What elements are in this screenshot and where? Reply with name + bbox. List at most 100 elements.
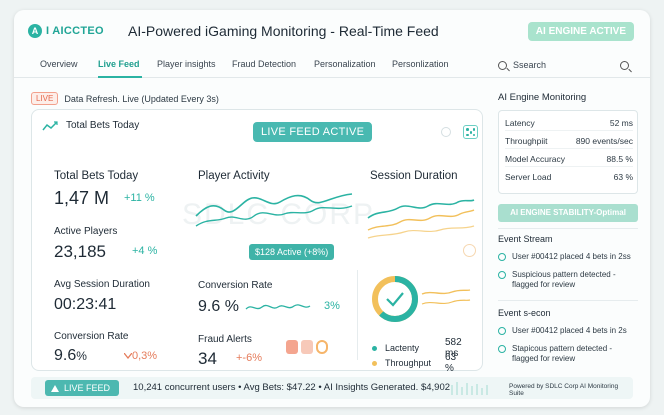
footer-chip-label: LIVE FEED	[64, 383, 111, 393]
signal-icon	[51, 384, 59, 392]
legend-dot-throughput	[372, 360, 377, 366]
tab-personlization[interactable]: Personlization	[392, 59, 449, 69]
logo[interactable]: A I AICCTEO	[28, 24, 104, 38]
total-bets-delta: +11 %	[124, 192, 155, 204]
page-title: AI-Powered iGaming Monitoring - Real-Tim…	[128, 23, 439, 39]
conversion-rate-label: Conversion Rate	[54, 331, 129, 342]
chip-icon	[316, 340, 328, 354]
event-item[interactable]: Stapicous pattern detected - flagged for…	[498, 344, 636, 364]
event-item[interactable]: User #00412 placed 4 bets in 2s	[498, 326, 627, 336]
session-duration-label: Session Duration	[370, 170, 458, 182]
app-window: A I AICCTEO AI-Powered iGaming Monitorin…	[14, 10, 650, 407]
legend-latency-value: 582 ms	[445, 337, 462, 359]
card-icon	[301, 340, 313, 354]
live-feed-footer-chip[interactable]: LIVE FEED	[45, 380, 119, 396]
dice-icon	[286, 340, 298, 354]
stability-badge: AI ENGINE STABILITY-Optimal	[498, 204, 638, 222]
legend-throughput: Throughput 63 %	[372, 352, 456, 374]
nav-bar: Overview Live Feed Player insights Fraud…	[14, 54, 650, 78]
conversion-rate-mid-label: Conversion Rate	[198, 280, 273, 291]
active-players-value: 23,185	[54, 242, 106, 261]
legend-latency-label: Lactenty	[385, 343, 420, 353]
conversion-rate-number: 9.6	[54, 347, 77, 364]
event-text: Suspicious pattern detected - flagged fo…	[512, 270, 616, 289]
clock-icon	[498, 345, 506, 353]
right-sidebar: AI Engine Monitoring Latency 52 ms Throug…	[498, 92, 638, 363]
conversion-rate-mid-delta: 3%	[324, 300, 340, 312]
conversion-rate-delta-text: 0,3%	[132, 350, 158, 362]
check-icon	[386, 292, 404, 307]
monitor-value: 88.5 %	[606, 154, 633, 164]
powered-by: Powered by SDLC Corp AI Monitoring Suite	[509, 383, 619, 397]
legend-latency: Lactenty 582 ms	[372, 337, 462, 359]
tab-overview[interactable]: Overview	[40, 59, 78, 69]
avg-session-label: Avg Session Duration	[54, 279, 150, 290]
session-duration-line-2	[367, 209, 475, 231]
conversion-rate-value: 9.6%	[54, 347, 87, 365]
search-label: Ssearch	[513, 60, 547, 70]
refresh-icon[interactable]	[441, 127, 451, 137]
event-secon-title: Event s-econ	[498, 308, 551, 318]
event-stream-title: Event Stream	[498, 234, 553, 244]
search-box[interactable]: Ssearch	[498, 60, 546, 70]
active-players-chip: $128 Active (+8%)	[249, 244, 335, 260]
player-activity-label: Player Activity	[198, 170, 270, 182]
footer-stats: 10,241 concurrent users • Avg Bets: $47.…	[133, 382, 451, 393]
throughput-mini-chart	[421, 289, 471, 305]
tab-player-insights[interactable]: Player insights	[157, 59, 216, 69]
logo-text: I AICCTEO	[46, 25, 104, 37]
conversion-rate-unit: %	[76, 349, 87, 363]
tab-fraud-detection[interactable]: Fraud Detection	[232, 59, 297, 69]
search-icon[interactable]	[620, 61, 629, 70]
fraud-alerts-value: 34	[198, 349, 217, 368]
monitor-label: Model Accuracy	[505, 154, 565, 164]
monitor-row-throughput: Throughpiit 890 events/sec	[505, 133, 633, 149]
total-bets-label: Total Bets Today	[54, 170, 139, 182]
session-duration-chart	[367, 199, 475, 239]
event-text: User #00412 placed 4 bets in 2ss	[512, 252, 631, 261]
event-item[interactable]: Suspicious pattern detected - flagged fo…	[498, 270, 636, 290]
trend-icon	[42, 120, 58, 130]
conversion-sparkline	[245, 304, 311, 310]
event-item[interactable]: User #00412 placed 4 bets in 2ss	[498, 252, 631, 262]
player-activity-line-1	[195, 193, 353, 217]
monitor-row-server-load: Server Load 63 %	[505, 169, 633, 185]
monitor-row-accuracy: Model Accuracy 88.5 %	[505, 151, 633, 167]
fraud-icons	[286, 340, 328, 354]
session-duration-line-1	[367, 199, 475, 219]
footer-bar: LIVE FEED 10,241 concurrent users • Avg …	[31, 377, 633, 399]
live-feed-active-badge: LIVE FEED ACTIVE	[253, 122, 373, 142]
tab-personalization[interactable]: Personalization	[314, 59, 376, 69]
total-bets-value: 1,47 M	[54, 188, 110, 208]
avg-session-value: 00:23:41	[54, 296, 117, 313]
active-players-label: Active Players	[54, 226, 118, 237]
divider	[498, 228, 638, 229]
monitor-row-latency: Latency 52 ms	[505, 115, 633, 131]
tab-live-feed[interactable]: Live Feed	[98, 59, 140, 69]
legend-latency-unit: ms	[445, 348, 459, 359]
fraud-alerts-delta: +-6%	[236, 352, 262, 364]
donut-arc	[372, 276, 418, 322]
engine-status-badge: AI ENGINE ACTIVE	[527, 22, 634, 41]
monitoring-title: AI Engine Monitoring	[498, 92, 587, 103]
legend-throughput-label: Throughput	[385, 358, 432, 368]
sparkbars	[451, 382, 488, 395]
player-activity-line-2	[195, 205, 353, 227]
dice-icon[interactable]	[463, 125, 478, 139]
fraud-alerts-label: Fraud Alerts	[198, 334, 252, 345]
latency-donut	[372, 276, 418, 322]
event-text: Stapicous pattern detected - flagged for…	[512, 344, 613, 363]
clock-icon	[463, 244, 476, 257]
panel-title: Total Bets Today	[66, 120, 140, 131]
chevron-down-icon	[123, 352, 133, 360]
active-tab-indicator	[98, 76, 142, 78]
header: A I AICCTEO AI-Powered iGaming Monitorin…	[14, 10, 650, 50]
monitor-label: Latency	[505, 118, 535, 128]
monitor-label: Throughpiit	[505, 136, 548, 146]
legend-dot-latency	[372, 345, 377, 351]
legend-throughput-value: 63 %	[445, 352, 457, 374]
live-feed-panel: SDLC CORP Total Bets Today LIVE FEED ACT…	[31, 109, 483, 374]
clock-icon	[498, 253, 506, 261]
logo-icon: A	[28, 24, 42, 38]
refresh-status: LIVE Data Refresh. Live (Updated Every 3…	[31, 92, 219, 105]
